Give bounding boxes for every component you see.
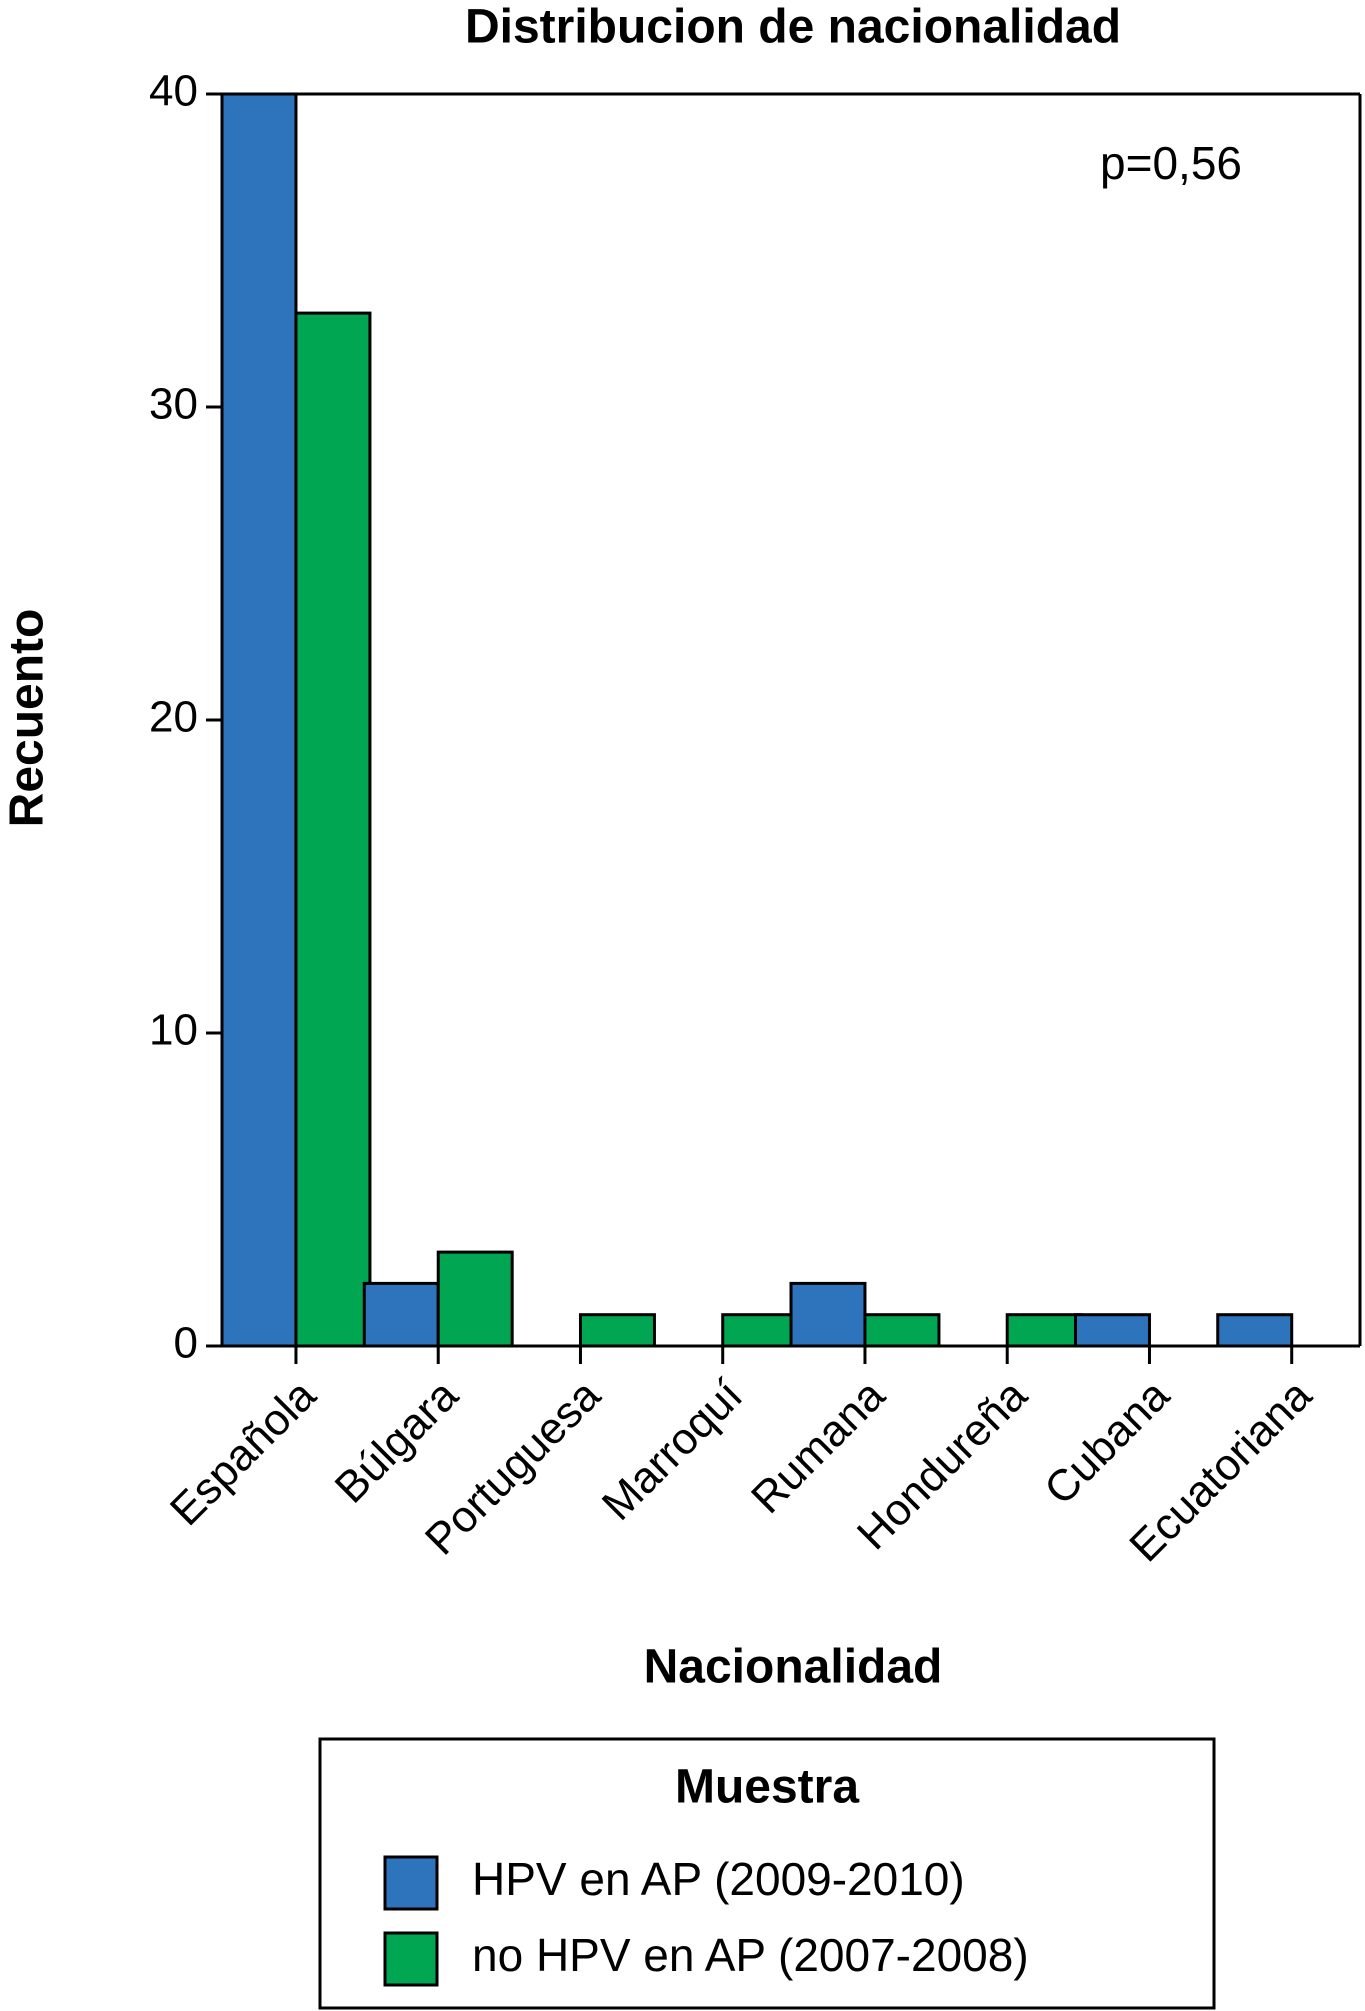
y-axis-label: Recuento — [1, 609, 54, 828]
bar — [294, 311, 372, 1348]
bar — [863, 1313, 941, 1348]
x-tick-label: Marroquí — [593, 1370, 753, 1530]
bar — [1216, 1313, 1294, 1348]
bar — [578, 1313, 656, 1348]
x-tick-label: Búlgara — [326, 1370, 468, 1512]
legend-label: HPV en AP (2009-2010) — [472, 1853, 965, 1905]
bar — [220, 92, 298, 1348]
bar — [1005, 1313, 1083, 1348]
bar — [362, 1281, 440, 1348]
y-tick-label: 40 — [149, 67, 198, 116]
bar — [1074, 1313, 1151, 1348]
x-tick-label: Cubana — [1035, 1370, 1179, 1514]
x-axis-label: Nacionalidad — [644, 1641, 943, 1694]
bar — [721, 1313, 799, 1348]
y-tick-label: 10 — [149, 1006, 198, 1055]
legend-swatch — [383, 1931, 439, 1987]
x-tick-label: Española — [161, 1370, 326, 1535]
y-tick-label: 0 — [174, 1319, 198, 1368]
legend-swatch — [383, 1855, 439, 1911]
legend-label: no HPV en AP (2007-2008) — [472, 1929, 1029, 1981]
legend-box — [318, 1737, 1216, 2010]
bar — [436, 1250, 514, 1348]
y-tick-label: 30 — [149, 380, 198, 429]
chart-title: Distribucion de nacionalidad — [465, 1, 1121, 54]
bar — [789, 1281, 867, 1348]
y-tick-label: 20 — [149, 693, 198, 742]
annotation: p=0,56 — [1100, 137, 1242, 189]
legend-title: Muestra — [675, 1761, 859, 1814]
